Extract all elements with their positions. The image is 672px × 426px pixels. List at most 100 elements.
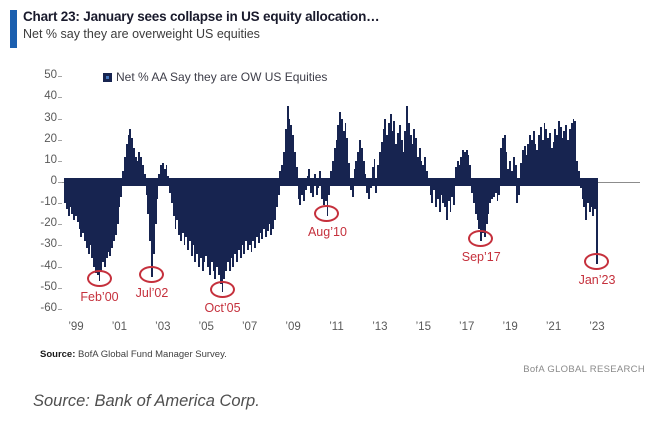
bar	[264, 182, 267, 237]
bar	[445, 182, 448, 221]
bar	[442, 182, 445, 204]
y-axis-tick-mark	[58, 97, 62, 99]
chart-subtitle: Net % say they are overweight US equitie…	[23, 27, 260, 41]
y-axis-tick-mark	[58, 203, 62, 205]
bar	[420, 160, 423, 182]
bar	[230, 182, 233, 259]
source-text: BofA Global Fund Manager Survey.	[75, 349, 227, 360]
bar	[283, 152, 285, 182]
bar	[295, 167, 298, 182]
bar	[181, 182, 184, 233]
bar	[116, 182, 119, 225]
bar	[489, 182, 492, 204]
bar	[407, 122, 410, 182]
annotation-label: Jan’23	[578, 273, 616, 288]
annotation-circle	[468, 230, 494, 248]
bar	[492, 182, 495, 197]
x-axis-tick-label: ’19	[502, 321, 518, 333]
bar	[84, 182, 86, 242]
bar	[98, 182, 101, 282]
title-accent-bar	[10, 10, 17, 48]
annotation-circle	[583, 253, 609, 271]
bar	[574, 120, 577, 182]
bar	[328, 182, 331, 195]
bar	[73, 182, 76, 221]
bar	[409, 135, 412, 182]
bar	[547, 137, 550, 182]
bar	[279, 171, 282, 182]
bar	[319, 171, 322, 182]
bar	[339, 112, 342, 182]
bar	[154, 182, 157, 225]
bar	[520, 162, 522, 182]
bar	[237, 182, 240, 250]
bar	[109, 182, 112, 257]
bar	[395, 143, 398, 182]
bar	[324, 182, 327, 202]
bar	[331, 160, 334, 182]
bar	[377, 165, 380, 182]
bar	[123, 156, 126, 182]
bar	[333, 148, 336, 182]
bar	[178, 182, 181, 235]
x-axis-tick-label: ’99	[68, 321, 84, 333]
bar	[558, 120, 560, 182]
bar	[227, 182, 229, 263]
bar	[592, 182, 595, 216]
bar	[69, 182, 72, 208]
bar	[511, 171, 513, 182]
bar	[210, 182, 213, 263]
bar	[596, 182, 598, 265]
bar	[87, 182, 90, 254]
bar	[127, 135, 130, 182]
bar	[274, 182, 276, 221]
bar	[120, 182, 123, 197]
bar	[357, 152, 360, 182]
bar	[214, 182, 217, 280]
bar	[308, 169, 311, 182]
bar	[147, 182, 150, 214]
x-axis-tick-label: ’17	[459, 321, 475, 333]
bar	[483, 182, 486, 237]
bar	[158, 173, 161, 182]
bar	[277, 182, 280, 195]
bar	[281, 165, 284, 182]
bar	[292, 135, 295, 182]
bar	[532, 131, 535, 182]
bar	[567, 139, 569, 182]
annotation-label: Oct’05	[204, 300, 241, 315]
page-caption: Source: Bank of America Corp.	[33, 392, 260, 410]
bar	[359, 139, 361, 182]
bar	[335, 139, 338, 182]
bar	[556, 135, 559, 182]
bar	[393, 120, 396, 182]
bar	[380, 141, 383, 182]
bar	[559, 127, 562, 182]
bar	[590, 182, 593, 208]
bar	[89, 182, 92, 246]
bar	[529, 135, 531, 182]
bar	[216, 182, 219, 267]
bar	[503, 135, 506, 182]
bar	[189, 182, 191, 242]
y-axis-tick-label: 40	[44, 90, 57, 103]
y-axis-tick-label: -20	[40, 217, 57, 230]
bar	[577, 171, 580, 182]
brand-text: BofA GLOBAL RESEARCH	[523, 364, 645, 375]
bar	[252, 182, 255, 242]
bar	[143, 173, 146, 182]
bar	[456, 160, 459, 182]
x-axis-tick-label: ’07	[241, 321, 258, 333]
legend-label: Net % AA Say they are OW US Equities	[116, 70, 328, 84]
bar	[382, 129, 385, 182]
bar	[80, 182, 83, 237]
source-label: Source:	[40, 349, 76, 360]
bar	[527, 143, 530, 182]
bar	[263, 182, 266, 229]
bar	[310, 182, 313, 193]
bar	[353, 169, 356, 182]
bar	[75, 182, 77, 216]
bar	[221, 182, 224, 292]
bar	[491, 182, 493, 199]
bar	[111, 182, 114, 248]
